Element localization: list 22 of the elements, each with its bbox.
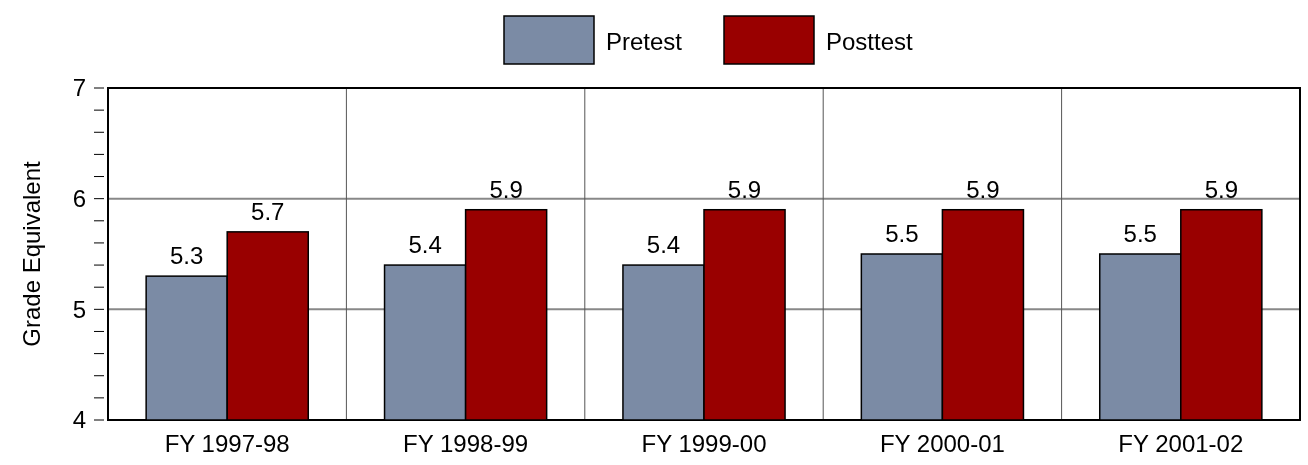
data-label: 5.9 <box>1204 175 1239 203</box>
x-tick-label: FY 1998-99 <box>403 430 529 457</box>
data-label: 5.7 <box>251 197 285 225</box>
data-label: 5.3 <box>169 242 204 270</box>
x-tick-label: FY 2001-02 <box>1118 430 1244 457</box>
y-tick-label: 5 <box>72 295 86 323</box>
data-label: 5.9 <box>489 175 523 203</box>
data-label: 5.4 <box>646 231 681 259</box>
legend-label: Posttest <box>826 28 914 55</box>
x-tick-label: FY 1997-98 <box>164 430 290 457</box>
y-tick-label: 7 <box>72 74 86 102</box>
data-label: 5.9 <box>966 175 1000 203</box>
data-label: 5.5 <box>1123 220 1157 247</box>
y-axis-title: Grade Equivalent <box>18 160 45 347</box>
x-tick-label: FY 2000-01 <box>879 430 1005 457</box>
legend-label: Pretest <box>606 28 683 55</box>
data-label: 5.4 <box>408 231 442 259</box>
data-label: 5.9 <box>727 175 762 203</box>
data-label: 5.5 <box>885 220 919 247</box>
y-tick-label: 4 <box>72 406 86 434</box>
x-tick-label: FY 1999-00 <box>641 430 767 457</box>
y-tick-label: 6 <box>72 185 86 213</box>
